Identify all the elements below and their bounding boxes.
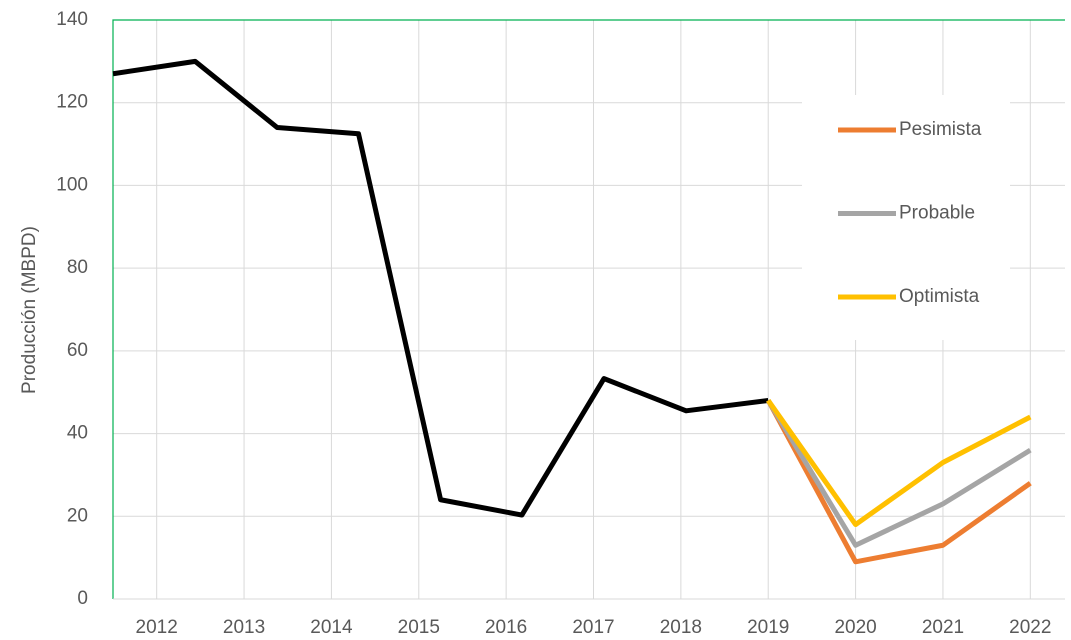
x-tick-label: 2017 <box>572 617 614 638</box>
data-line <box>112 58 769 518</box>
y-tick-label: 0 <box>77 588 88 609</box>
x-tick-label: 2018 <box>660 617 702 638</box>
legend-box <box>802 95 1010 340</box>
x-tick-label: 2020 <box>834 617 876 638</box>
x-tick-label: 2013 <box>223 617 265 638</box>
x-tick-label: 2012 <box>136 617 178 638</box>
data-line <box>766 399 1032 565</box>
y-tick-label: 120 <box>56 92 88 113</box>
y-tick-label: 100 <box>56 174 88 195</box>
y-axis-label: Producción (MBPD) <box>19 226 40 394</box>
y-tick-label: 60 <box>67 340 88 361</box>
data-line <box>766 399 1032 528</box>
legend-label: Probable <box>899 203 975 224</box>
legend-label: Pesimista <box>899 119 982 140</box>
plot-frame <box>112 19 1065 599</box>
y-tick-label: 80 <box>67 257 88 278</box>
legend-label: Optimista <box>899 286 980 307</box>
y-tick-label: 140 <box>56 9 88 30</box>
x-tick-label: 2014 <box>310 617 353 638</box>
x-tick-label: 2016 <box>485 617 527 638</box>
data-line <box>766 399 1032 548</box>
y-tick-label: 40 <box>67 423 88 444</box>
x-tick-label: 2021 <box>922 617 964 638</box>
y-tick-label: 20 <box>67 505 88 526</box>
x-tick-label: 2022 <box>1009 617 1051 638</box>
x-tick-label: 2019 <box>747 617 789 638</box>
x-tick-label: 2015 <box>398 617 440 638</box>
